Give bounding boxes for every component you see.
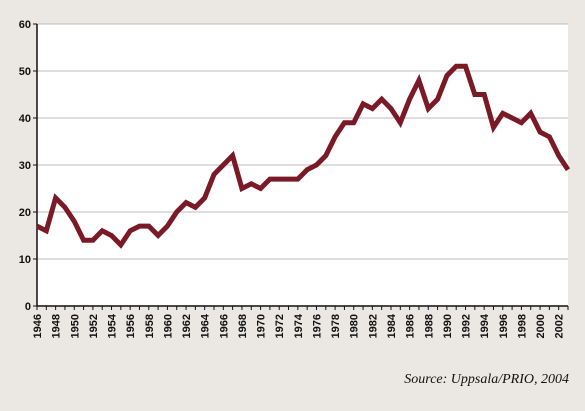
y-tick-label: 50 (19, 66, 31, 78)
x-tick-label: 1988 (423, 314, 435, 338)
y-tick-label: 10 (19, 254, 31, 266)
x-tick-label: 1994 (479, 313, 491, 338)
x-tick-label: 1968 (237, 314, 249, 338)
x-tick-label: 1952 (88, 314, 100, 338)
gridlines (37, 23, 568, 260)
x-tick-label: 1982 (367, 314, 379, 338)
x-tick-label: 1990 (442, 314, 454, 338)
x-tick-label: 1948 (51, 314, 63, 338)
y-tick-label: 20 (19, 207, 31, 219)
x-tick-label: 1970 (256, 314, 268, 338)
x-tick-label: 1984 (386, 313, 398, 338)
y-tick-label: 40 (19, 113, 31, 125)
series-line (35, 63, 571, 249)
x-tick-label: 1964 (200, 313, 212, 338)
x-tick-label: 1992 (461, 314, 473, 338)
x-tick-label: 1950 (69, 314, 81, 338)
x-tick-label: 1974 (293, 313, 305, 338)
y-axis-ticks: 0 10 20 30 40 50 60 (19, 19, 37, 313)
x-tick-label: 1972 (274, 314, 286, 338)
x-tick-label: 1966 (218, 314, 230, 338)
x-axis-ticks: 1946 1948 1950 1952 1954 1956 1958 1960 1962 1964… (32, 306, 569, 338)
x-tick-label: 1980 (349, 314, 361, 338)
x-tick-label: 1998 (516, 314, 528, 338)
x-tick-label: 1986 (405, 314, 417, 338)
y-tick-label: 0 (25, 301, 31, 313)
x-tick-label: 1978 (330, 314, 342, 338)
x-tick-label: 1996 (498, 314, 510, 338)
x-tick-label: 1958 (144, 314, 156, 338)
x-tick-label: 1962 (181, 314, 193, 338)
x-tick-label: 1946 (32, 314, 44, 338)
x-tick-label: 1960 (162, 314, 174, 338)
x-tick-label: 1956 (125, 314, 137, 338)
x-tick-label: 2002 (554, 314, 566, 338)
y-tick-label: 60 (19, 19, 31, 31)
x-tick-label: 2000 (535, 314, 547, 338)
source-note: Source: Uppsala/PRIO, 2004 (404, 372, 569, 387)
x-tick-label: 1954 (107, 313, 119, 338)
x-tick-label: 1976 (311, 314, 323, 338)
y-tick-label: 30 (19, 160, 31, 172)
